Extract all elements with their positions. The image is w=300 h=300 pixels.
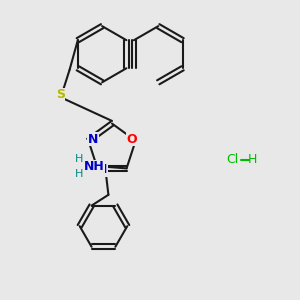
Text: N: N: [97, 163, 107, 176]
Text: NH: NH: [84, 160, 104, 173]
Text: H: H: [248, 153, 257, 167]
Text: O: O: [126, 133, 137, 146]
Text: Cl: Cl: [226, 153, 239, 167]
Text: H: H: [75, 169, 83, 179]
Text: S: S: [56, 88, 65, 101]
Text: N: N: [88, 133, 98, 146]
Text: H: H: [75, 154, 83, 164]
